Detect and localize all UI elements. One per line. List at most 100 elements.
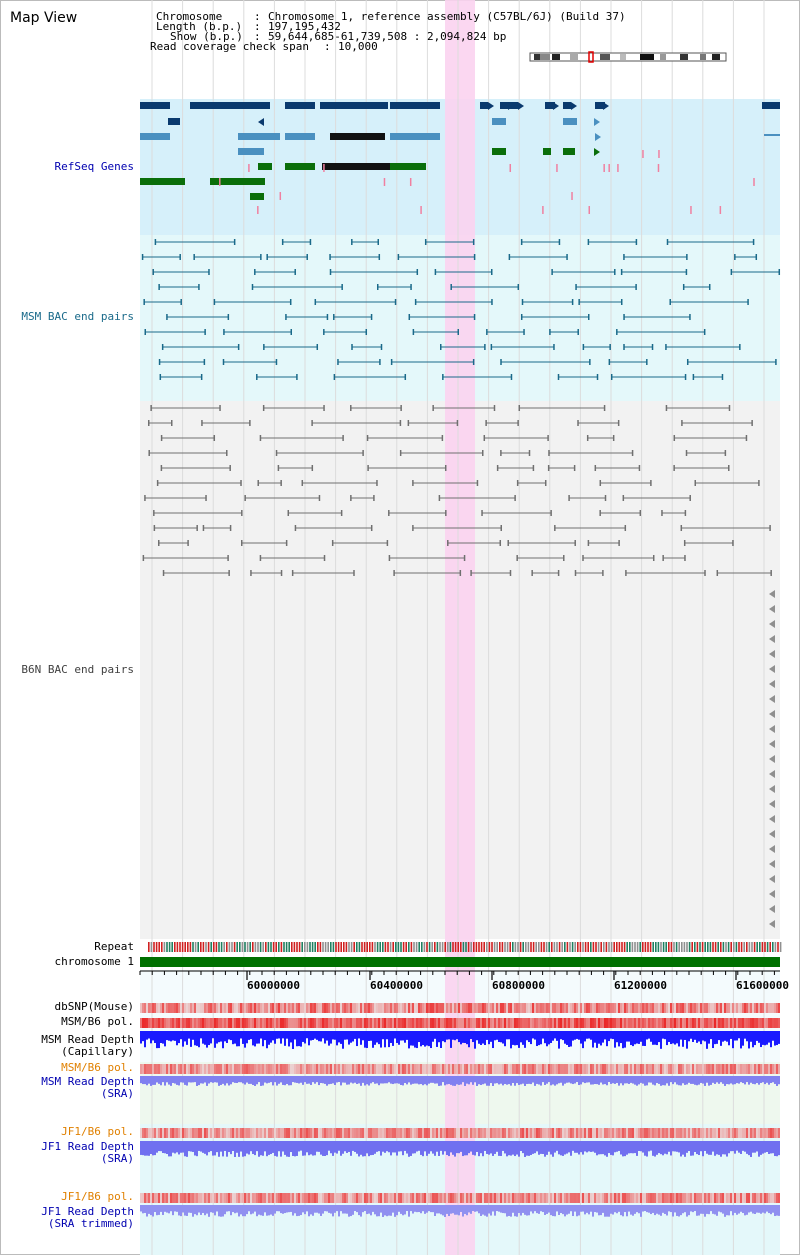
msm-pol-sra-heat — [640, 1064, 642, 1074]
jf1-depth-trim-bar — [738, 1205, 740, 1214]
jf1-pol-heat — [722, 1128, 724, 1138]
jf1-depth-bar — [638, 1141, 640, 1151]
jf1-depth-bar — [430, 1141, 432, 1152]
msm-pol-heat — [724, 1018, 726, 1028]
track-label-b6n-bac[interactable]: B6N BAC end pairs — [21, 663, 134, 676]
msm-pol-sra-heat — [486, 1064, 488, 1074]
jf1-pol-heat — [720, 1128, 722, 1138]
jf1-depth-trim-bar — [440, 1205, 442, 1215]
jf1-pol2-heat — [394, 1193, 396, 1203]
jf1-pol-heat — [586, 1128, 588, 1138]
jf1-pol2-heat — [512, 1193, 514, 1203]
jf1-depth-bar — [364, 1141, 366, 1157]
msm-pol-heat — [346, 1018, 348, 1028]
dbsnp-heat — [300, 1003, 302, 1013]
jf1-pol-heat — [290, 1128, 292, 1138]
jf1-depth-bar — [584, 1141, 586, 1152]
msm-depth-cap-bar — [396, 1031, 398, 1043]
jf1-depth-bar — [244, 1141, 246, 1157]
dbsnp-heat — [514, 1003, 516, 1013]
msm-depth-sra-bar — [326, 1076, 328, 1086]
msm-pol-sra-heat — [312, 1064, 314, 1074]
msm-pol-sra-heat — [326, 1064, 328, 1074]
b6n-end-marker — [769, 755, 775, 763]
msm-depth-sra-bar — [496, 1076, 498, 1084]
track-label-msm-bac[interactable]: MSM BAC end pairs — [21, 310, 134, 323]
jf1-pol2-heat — [620, 1193, 622, 1203]
jf1-depth-trim-bar — [640, 1205, 642, 1217]
jf1-pol-heat — [376, 1128, 378, 1138]
jf1-pol2-heat — [144, 1193, 146, 1203]
msm-depth-cap-bar — [620, 1031, 622, 1044]
dbsnp-heat — [724, 1003, 726, 1013]
repeat-mark — [558, 942, 561, 952]
jf1-pol2-heat — [178, 1193, 180, 1203]
msm-pol-heat — [404, 1018, 406, 1028]
msm-depth-cap-bar — [582, 1031, 584, 1049]
msm-depth-cap-bar — [384, 1031, 386, 1048]
msm-pol-heat — [146, 1018, 148, 1028]
jf1-pol2-heat — [466, 1193, 468, 1203]
jf1-depth-trim-bar — [206, 1205, 208, 1214]
jf1-depth-bar — [774, 1141, 776, 1157]
repeat-mark — [171, 942, 173, 952]
msm-depth-sra-bar — [620, 1076, 622, 1084]
msm-pol-heat — [594, 1018, 596, 1028]
dbsnp-heat — [664, 1003, 666, 1013]
jf1-pol2-heat — [706, 1193, 708, 1203]
repeat-mark — [202, 942, 205, 952]
jf1-depth-bar — [256, 1141, 258, 1152]
msm-depth-sra-bar — [612, 1076, 614, 1084]
msm-depth-sra-bar — [406, 1076, 408, 1085]
dbsnp-heat — [372, 1003, 374, 1013]
msm-depth-sra-bar — [638, 1076, 640, 1085]
msm-depth-cap-bar — [206, 1031, 208, 1048]
msm-depth-sra-bar — [668, 1076, 670, 1086]
msm-depth-sra-bar — [500, 1076, 502, 1084]
msm-pol-sra-heat — [744, 1064, 746, 1074]
msm-pol-sra-heat — [700, 1064, 702, 1074]
jf1-depth-trim-bar — [676, 1205, 678, 1216]
msm-pol-heat — [472, 1018, 474, 1028]
msm-pol-heat — [306, 1018, 308, 1028]
msm-depth-cap-bar — [422, 1031, 424, 1046]
msm-depth-sra-bar — [156, 1076, 158, 1083]
msm-pol-heat — [484, 1018, 486, 1028]
repeat-mark — [311, 942, 314, 952]
msm-pol-heat — [460, 1018, 462, 1028]
jf1-depth-trim-bar — [462, 1205, 464, 1217]
repeat-mark — [681, 942, 683, 952]
msm-pol-heat — [586, 1018, 588, 1028]
msm-pol-heat — [444, 1018, 446, 1028]
jf1-pol-heat — [568, 1128, 570, 1138]
gene-arrow — [488, 102, 494, 110]
jf1-depth-bar — [778, 1141, 780, 1156]
jf1-depth-trim-bar — [368, 1205, 370, 1214]
jf1-pol-heat — [692, 1128, 694, 1138]
jf1-depth-bar — [396, 1141, 398, 1156]
track-label-refseq[interactable]: RefSeq Genes — [54, 160, 134, 173]
jf1-pol-heat — [402, 1128, 404, 1138]
jf1-depth-trim-bar — [580, 1205, 582, 1212]
msm-depth-sra-bar — [278, 1076, 280, 1084]
repeat-mark — [317, 942, 319, 952]
jf1-pol2-heat — [314, 1193, 316, 1203]
msm-depth-cap-bar — [530, 1031, 532, 1045]
jf1-depth-bar — [608, 1141, 610, 1154]
jf1-depth-bar — [644, 1141, 646, 1156]
jf1-depth-bar — [300, 1141, 302, 1151]
msm-depth-cap-bar — [458, 1031, 460, 1043]
gene-block — [510, 102, 518, 109]
jf1-depth-bar — [298, 1141, 300, 1152]
jf1-pol2-heat — [252, 1193, 254, 1203]
jf1-pol-heat — [618, 1128, 620, 1138]
dbsnp-heat — [306, 1003, 308, 1013]
jf1-pol-heat — [686, 1128, 688, 1138]
msm-pol-heat — [324, 1018, 326, 1028]
repeat-mark — [639, 942, 641, 952]
msm-pol-sra-heat — [660, 1064, 662, 1074]
msm-pol-sra-heat — [332, 1064, 334, 1074]
gene-block — [238, 148, 264, 155]
msm-depth-sra-bar — [310, 1076, 312, 1085]
jf1-depth-trim-bar — [338, 1205, 340, 1217]
